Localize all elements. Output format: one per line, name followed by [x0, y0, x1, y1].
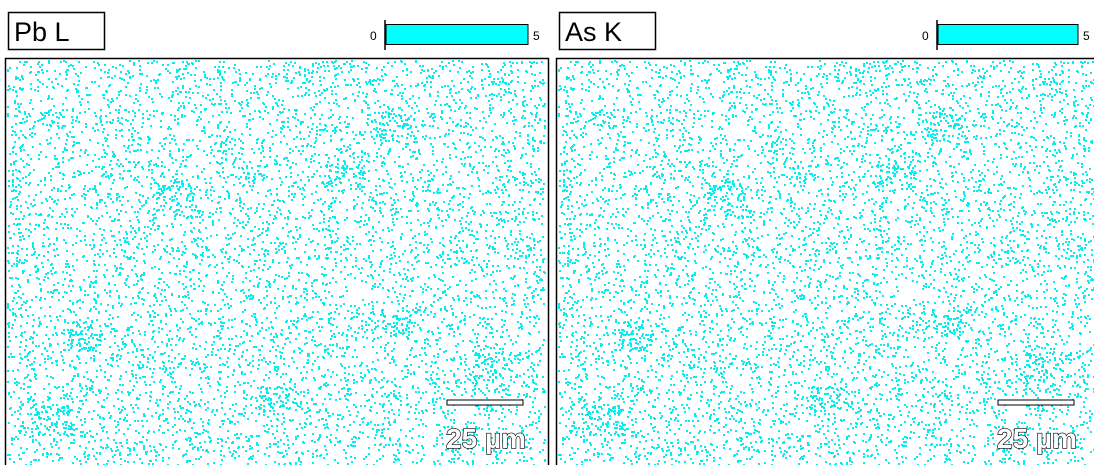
scale-max: 5 — [533, 29, 540, 43]
scale-bar-label: 25 µm — [446, 423, 526, 454]
scale-bar — [998, 400, 1074, 405]
scale-bar — [447, 400, 523, 405]
element-label: As K — [565, 17, 622, 47]
map-panel: As K 0 5 25 µm — [557, 13, 1094, 465]
color-scale — [938, 25, 1078, 45]
scale-max: 5 — [1083, 29, 1090, 43]
color-scale — [386, 25, 528, 45]
element-label: Pb L — [14, 17, 70, 47]
scale-min: 0 — [922, 29, 929, 43]
scale-bar-label: 25 µm — [997, 423, 1077, 454]
map-panel: Pb L 0 5 25 µm — [6, 13, 549, 465]
eds-map-view: Pb L 0 5 25 µm As K 0 5 25 µm — [0, 0, 1094, 465]
scale-min: 0 — [370, 29, 377, 43]
